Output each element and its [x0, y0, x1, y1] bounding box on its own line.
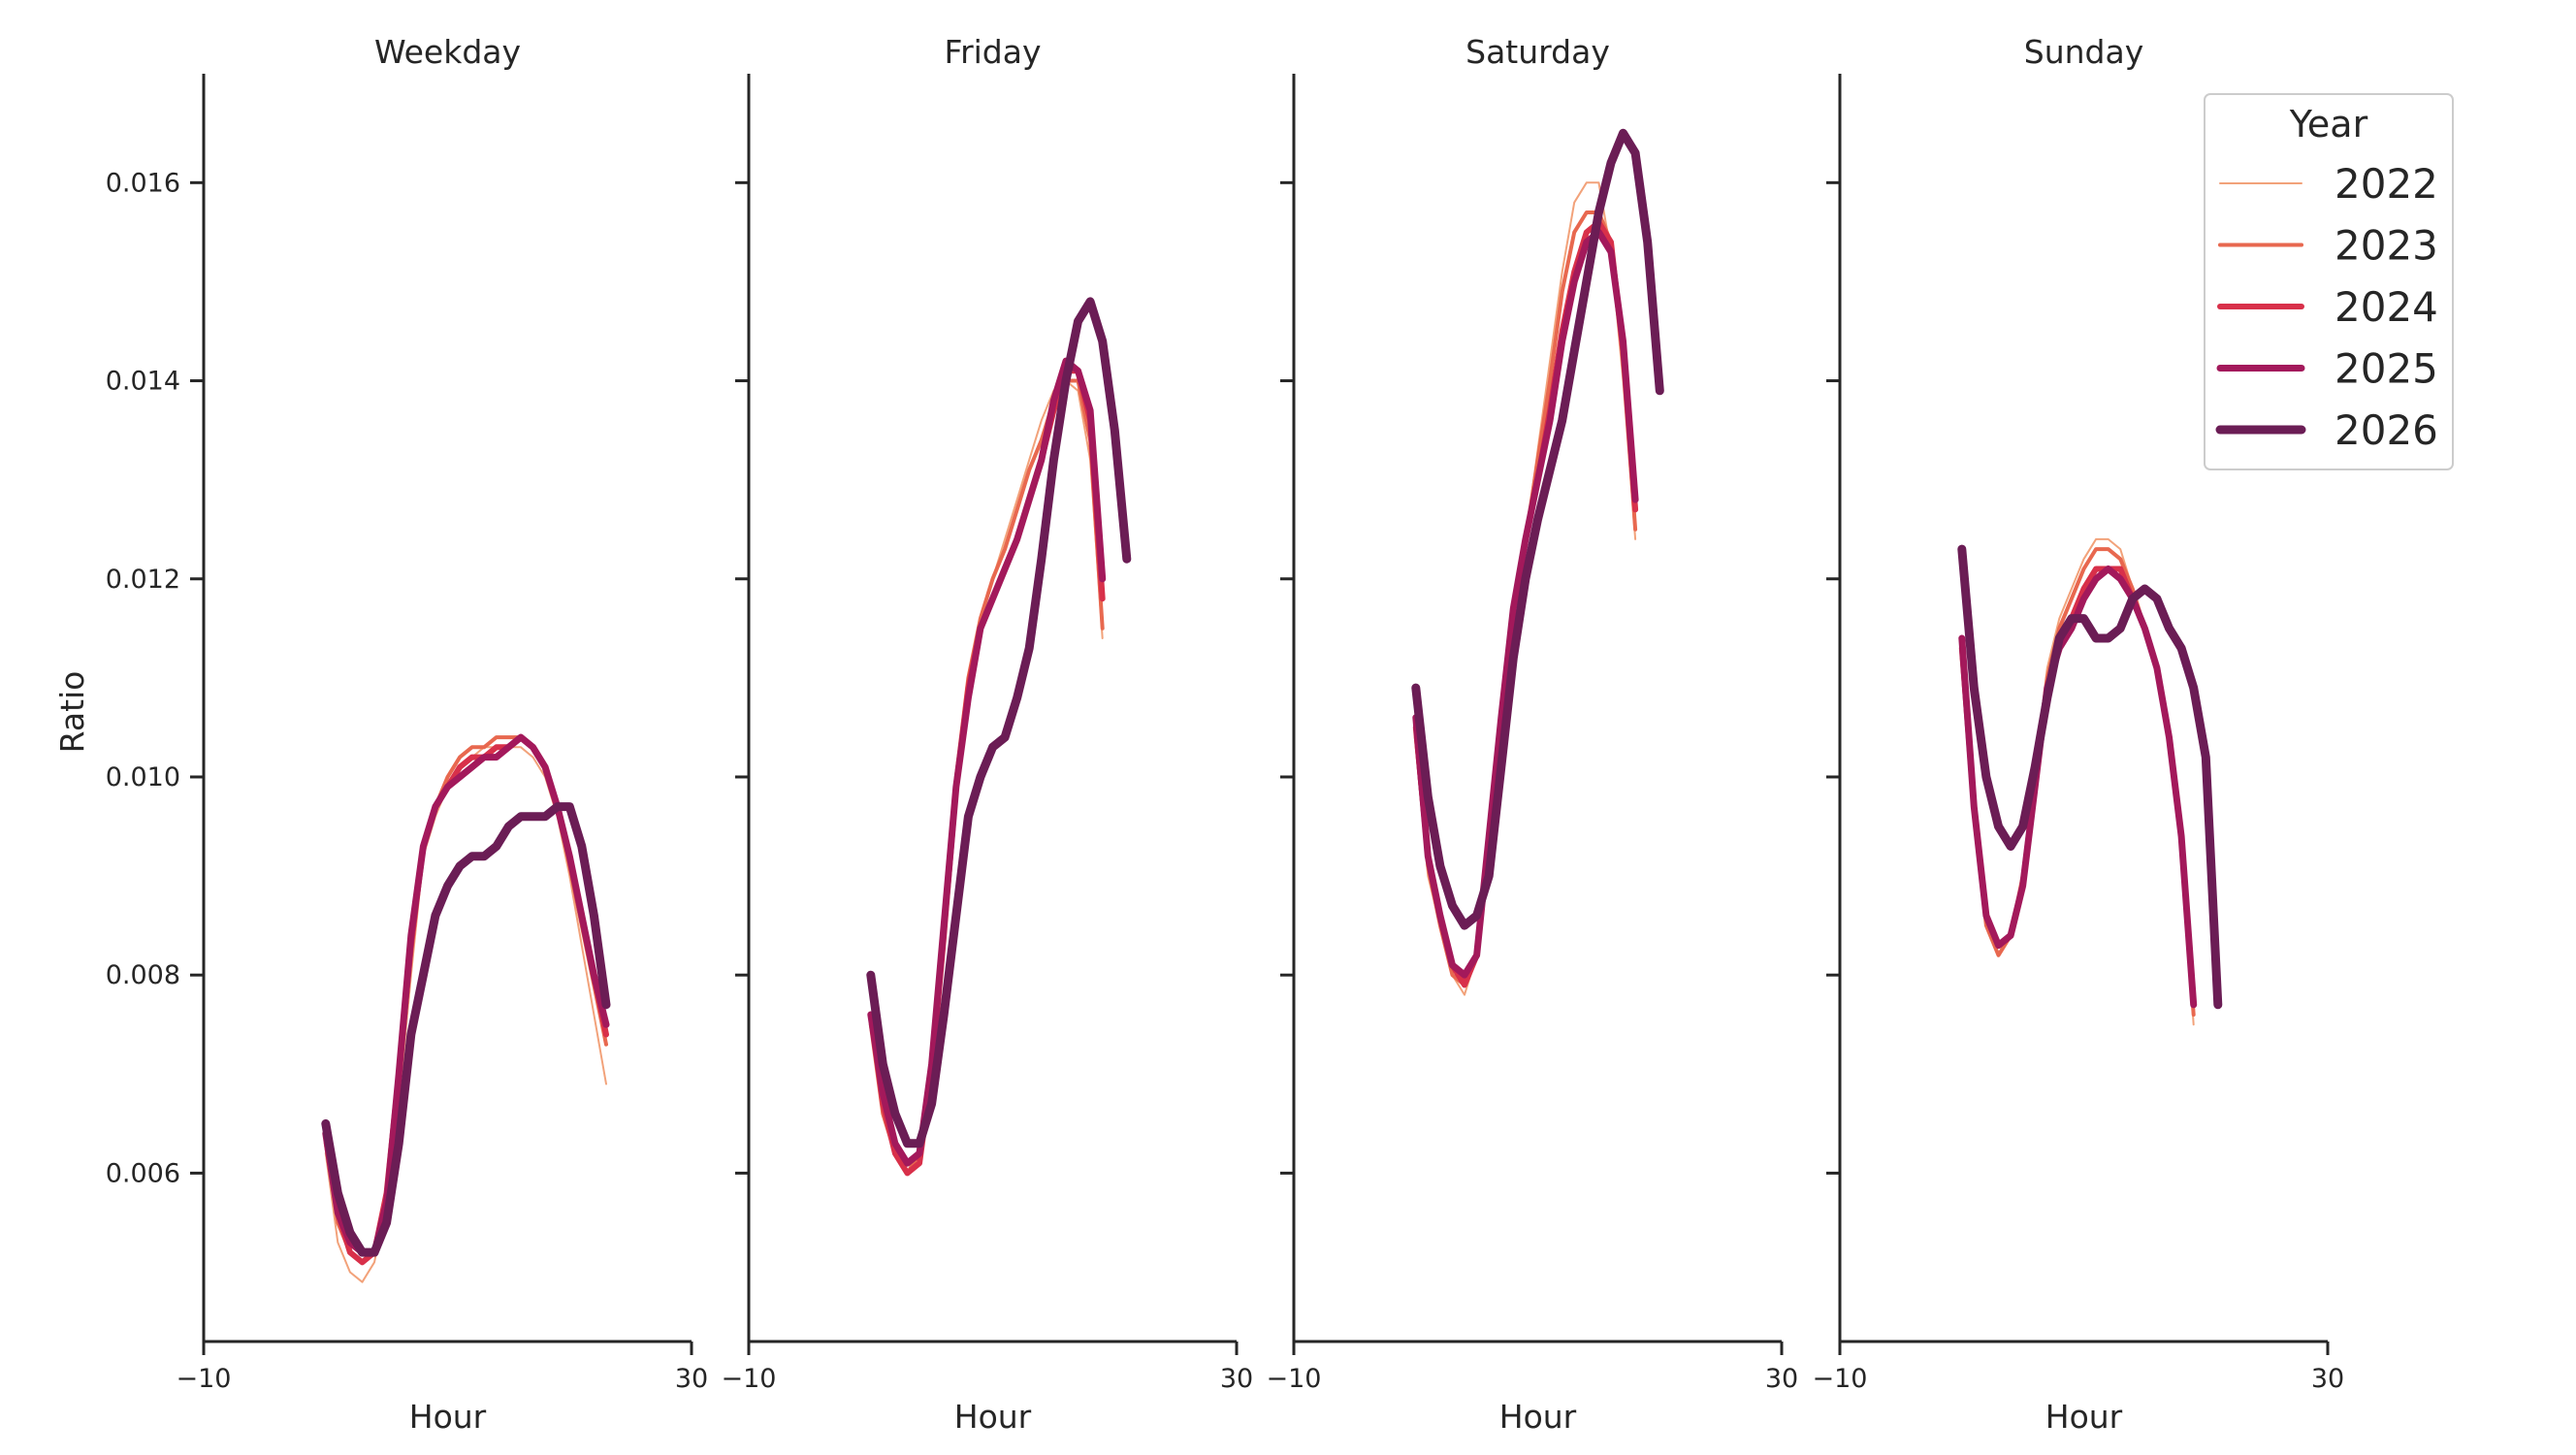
series-line-2025	[322, 733, 610, 1256]
series-line-2023	[323, 735, 608, 1265]
panel-friday: Friday −10 30 Hour	[722, 33, 1254, 1436]
panels: Weekday 0.006 0.008 0.010 0.012 0.014 0.016 −10…	[106, 33, 2344, 1436]
series-line-2026	[321, 802, 611, 1257]
series-line-2025	[1958, 566, 2198, 1009]
legend-title: Year	[2289, 103, 2368, 146]
panel-sunday: Sunday −10 30 Hour	[1813, 33, 2345, 1436]
x-tick-label: −10	[1813, 1364, 1868, 1394]
legend-label: 2024	[2334, 283, 2438, 331]
series-line-2025	[867, 357, 1107, 1167]
x-axis-label: Hour	[2045, 1398, 2123, 1436]
x-tick-label: −10	[177, 1364, 232, 1394]
legend-label: 2026	[2334, 406, 2438, 454]
y-tick-label: 0.006	[106, 1158, 180, 1188]
series-line-2026	[1411, 128, 1664, 930]
panel-title: Weekday	[374, 33, 521, 71]
series-line-2026	[866, 297, 1132, 1148]
panel-weekday: Weekday 0.006 0.008 0.010 0.012 0.014 0.016 −10…	[106, 33, 708, 1436]
x-tick-label: 30	[1220, 1364, 1253, 1394]
y-tick-label: 0.010	[106, 762, 180, 792]
legend-label: 2022	[2334, 160, 2438, 208]
x-tick-label: 30	[1765, 1364, 1798, 1394]
x-axis-label: Hour	[1499, 1398, 1577, 1436]
y-tick-label: 0.014	[106, 367, 180, 397]
panel-title: Sunday	[2024, 33, 2143, 71]
y-axis-label: Ratio	[53, 671, 91, 754]
legend-label: 2023	[2334, 222, 2438, 270]
x-axis-label: Hour	[409, 1398, 487, 1436]
legend-box	[2204, 93, 2454, 470]
series-line-2023	[868, 378, 1105, 1176]
x-tick-label: 30	[675, 1364, 708, 1394]
x-tick-label: 30	[2311, 1364, 2344, 1394]
legend: Year 2022 2023 2024 2025 2026	[2204, 93, 2454, 470]
legend-label: 2025	[2334, 345, 2438, 393]
series-line-2026	[1957, 544, 2223, 1010]
panel-title: Saturday	[1465, 33, 1610, 71]
x-axis-label: Hour	[954, 1398, 1032, 1436]
y-tick-label: 0.012	[106, 565, 180, 595]
panel-saturday: Saturday −10 30 Hour	[1267, 33, 1799, 1436]
y-tick-label: 0.016	[106, 168, 180, 198]
y-tick-label: 0.008	[106, 960, 180, 990]
series-line-2024	[322, 734, 609, 1266]
x-tick-label: −10	[722, 1364, 777, 1394]
panel-title: Friday	[944, 33, 1041, 71]
x-tick-label: −10	[1267, 1364, 1322, 1394]
